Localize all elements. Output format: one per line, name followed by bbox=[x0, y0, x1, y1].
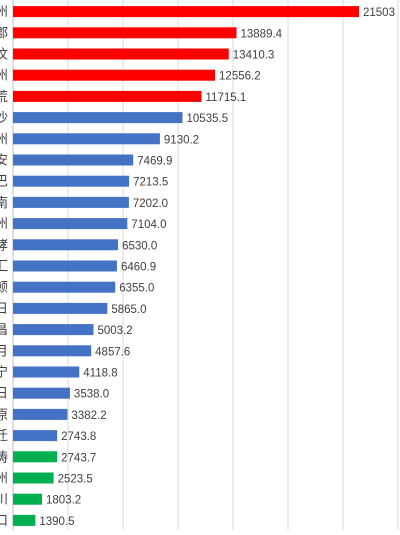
category-label: 迁 bbox=[0, 428, 8, 443]
data-label: 13410.3 bbox=[233, 50, 275, 62]
category-label: 州 bbox=[0, 216, 8, 231]
data-label: 6355.0 bbox=[119, 283, 154, 295]
data-label: 11715.1 bbox=[206, 92, 247, 104]
bar bbox=[13, 324, 94, 336]
category-label: 州 bbox=[0, 131, 8, 146]
data-label: 4857.6 bbox=[95, 346, 130, 358]
data-label: 3382.2 bbox=[71, 410, 106, 422]
category-label: 口 bbox=[0, 513, 8, 528]
category-label: 州 bbox=[0, 471, 8, 486]
bar bbox=[13, 408, 68, 420]
data-label: 21503 bbox=[363, 7, 395, 19]
bar bbox=[13, 281, 116, 293]
bar bbox=[13, 451, 58, 463]
bar bbox=[13, 218, 128, 230]
category-label: 月 bbox=[0, 343, 8, 358]
category-label: 州 bbox=[0, 68, 8, 83]
data-label: 2523.5 bbox=[58, 474, 93, 486]
category-label: 顿 bbox=[0, 280, 8, 295]
category-label: 州 bbox=[0, 4, 8, 19]
data-label: 6530.0 bbox=[122, 240, 157, 252]
bar bbox=[13, 112, 183, 124]
bar bbox=[13, 69, 216, 81]
bar bbox=[13, 387, 70, 399]
bar bbox=[13, 260, 117, 272]
bar bbox=[13, 302, 108, 314]
category-label: 巴 bbox=[0, 174, 8, 189]
data-label: 3538.0 bbox=[74, 389, 109, 401]
category-label: 荒 bbox=[0, 89, 8, 104]
bar bbox=[13, 472, 54, 484]
category-label: 日 bbox=[0, 301, 8, 316]
data-label: 7213.5 bbox=[133, 177, 168, 189]
data-label: 2743.7 bbox=[61, 452, 96, 464]
bar bbox=[13, 27, 237, 39]
bar bbox=[13, 239, 119, 251]
bar bbox=[13, 6, 359, 18]
data-label: 7104.0 bbox=[131, 219, 166, 231]
bar bbox=[13, 154, 134, 166]
bar bbox=[13, 175, 130, 187]
category-label: 安 bbox=[0, 153, 8, 168]
category-label: 昌 bbox=[0, 322, 8, 337]
category-label: 郡 bbox=[0, 25, 8, 40]
bar bbox=[13, 345, 92, 357]
bar bbox=[13, 90, 202, 102]
bar bbox=[13, 493, 43, 505]
category-label: 南 bbox=[0, 195, 8, 210]
data-label: 1803.2 bbox=[46, 495, 81, 507]
data-label: 5003.2 bbox=[98, 325, 133, 337]
data-label: 9130.2 bbox=[164, 134, 199, 146]
bar bbox=[13, 196, 129, 208]
data-label: 10535.5 bbox=[187, 113, 229, 125]
data-label: 2743.8 bbox=[61, 431, 96, 443]
bar bbox=[13, 366, 80, 378]
bar bbox=[13, 430, 58, 442]
category-label: 汶 bbox=[0, 47, 8, 62]
bar bbox=[13, 48, 229, 60]
category-label: 沙 bbox=[0, 110, 8, 125]
data-label: 13889.4 bbox=[240, 28, 282, 40]
category-label: 汇 bbox=[0, 259, 8, 274]
category-label: 宁 bbox=[0, 365, 8, 380]
data-label: 1390.5 bbox=[39, 516, 74, 528]
data-label: 7469.9 bbox=[137, 156, 172, 168]
bar bbox=[13, 514, 36, 526]
category-label: 涛 bbox=[0, 449, 8, 464]
bar bbox=[13, 133, 160, 145]
data-label: 6460.9 bbox=[121, 262, 156, 274]
category-label: 原 bbox=[0, 407, 8, 422]
data-label: 7202.0 bbox=[133, 198, 168, 210]
data-label: 4118.8 bbox=[83, 368, 117, 380]
category-label: 川 bbox=[0, 492, 8, 507]
data-label: 12556.2 bbox=[219, 71, 261, 83]
category-label: 日 bbox=[0, 386, 8, 401]
data-label: 5865.0 bbox=[111, 304, 146, 316]
category-label: 哮 bbox=[0, 237, 8, 252]
